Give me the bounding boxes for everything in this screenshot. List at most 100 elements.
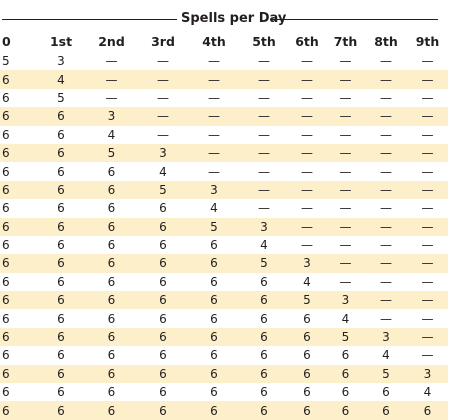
table-cell: 5 bbox=[85, 143, 138, 163]
column-header: 5th bbox=[252, 34, 276, 49]
table-cell: — bbox=[188, 70, 240, 89]
table-cell: 6 bbox=[85, 327, 138, 347]
table-row: 6 6 6 6 6 6 5 3— — bbox=[0, 291, 448, 310]
table-cell: 6 bbox=[107, 348, 116, 363]
table-cell: 6 bbox=[2, 201, 10, 216]
table-cell: 6 bbox=[2, 90, 10, 105]
table-row: 5 3 — — — — — — — — bbox=[0, 52, 448, 70]
table-cell: 3 bbox=[365, 327, 407, 347]
table-cell: 4 bbox=[107, 127, 116, 142]
table-cell: — bbox=[407, 327, 448, 347]
table-cell: 6 bbox=[57, 348, 65, 363]
table-cell: — bbox=[326, 180, 365, 200]
table-cell: — bbox=[240, 143, 288, 163]
table-cell: — bbox=[421, 54, 434, 69]
table-cell: — bbox=[339, 238, 352, 253]
table-cell: 6 bbox=[0, 107, 37, 126]
table-cell: 6 bbox=[107, 164, 116, 179]
table-cell: 6 bbox=[107, 311, 116, 326]
table-cell: 4 bbox=[260, 238, 268, 253]
table-cell: 5 bbox=[365, 364, 407, 384]
table-cell: — bbox=[365, 70, 407, 89]
table-cell: 6 bbox=[2, 238, 10, 253]
table-cell: — bbox=[301, 54, 313, 69]
table-cell: — bbox=[258, 201, 270, 216]
table-cell: 6 bbox=[138, 254, 188, 273]
table-cell: — bbox=[208, 164, 220, 179]
table-cell: 6 bbox=[85, 254, 138, 273]
table-cell: — bbox=[258, 90, 270, 105]
table-cell: 3 bbox=[240, 217, 288, 236]
table-cell: — bbox=[407, 70, 448, 89]
table-cell: — bbox=[188, 143, 240, 163]
table-cell: — bbox=[407, 291, 448, 310]
table-cell: — bbox=[157, 90, 169, 105]
table-row: 6 4— — — — — — — — bbox=[0, 70, 448, 89]
table-cell: 6 bbox=[138, 291, 188, 310]
table-cell: — bbox=[258, 127, 270, 142]
table-title-row: Spells per Day bbox=[0, 8, 441, 28]
table-cell: — bbox=[380, 90, 392, 105]
table-row: 6 6 6 6 6 6 4 — — — bbox=[0, 273, 448, 291]
table-cell: 6 bbox=[210, 274, 218, 289]
table-cell: 6 bbox=[2, 385, 10, 400]
table-cell: 4 bbox=[159, 164, 167, 179]
table-cell: — bbox=[421, 348, 434, 363]
table-cell: — bbox=[380, 238, 392, 253]
table-cell: 6 bbox=[2, 164, 10, 179]
table-row: 6 6 6 6 6 5 3— — — bbox=[0, 254, 448, 273]
table-cell: — bbox=[365, 107, 407, 126]
table-cell: 6 bbox=[303, 385, 311, 400]
table-cell: 6 bbox=[85, 291, 138, 310]
table-cell: 6 bbox=[85, 180, 138, 200]
column-header: 8th bbox=[374, 34, 398, 49]
table-cell: — bbox=[339, 54, 352, 69]
table-cell: 4 bbox=[303, 274, 311, 289]
column-header: 4th bbox=[202, 34, 226, 49]
table-row: 6 6 6 6 6 6 6 4 — — bbox=[0, 309, 448, 327]
table-cell: 6 bbox=[37, 327, 85, 347]
table-row: 6 6 4 — — — — — — — bbox=[0, 126, 448, 144]
table-cell: 6 bbox=[303, 348, 311, 363]
table-row: 6 6 6 6 6 4 — — — — bbox=[0, 236, 448, 254]
table-cell: 6 bbox=[57, 385, 65, 400]
table-cell: — bbox=[339, 90, 352, 105]
table-cell: 6 bbox=[2, 311, 10, 326]
table-cell: — bbox=[407, 254, 448, 273]
table-cell: 6 bbox=[159, 348, 167, 363]
table-cell: 6 bbox=[107, 238, 116, 253]
table-cell: — bbox=[339, 164, 352, 179]
table-cell: 5 bbox=[326, 327, 365, 347]
table-cell: — bbox=[421, 311, 434, 326]
table-cell: — bbox=[421, 127, 434, 142]
table-cell: — bbox=[326, 217, 365, 236]
table-cell: 6 bbox=[326, 364, 365, 384]
table-cell: 6 bbox=[365, 401, 407, 420]
column-header: 2nd bbox=[98, 34, 125, 49]
table-cell: — bbox=[288, 70, 326, 89]
table-cell: 6 bbox=[57, 127, 65, 142]
table-cell: — bbox=[208, 54, 220, 69]
table-cell: — bbox=[365, 291, 407, 310]
table-body: 5 3— — — — — — — —6 4— — — — — — — —6 5— — — — — — — —6 6 3— — — — — — —… bbox=[0, 52, 448, 420]
table-cell: 6 bbox=[341, 348, 350, 363]
table-cell: 6 bbox=[159, 385, 167, 400]
table-cell: — bbox=[407, 180, 448, 200]
table-cell: 6 bbox=[188, 327, 240, 347]
table-cell: 6 bbox=[85, 364, 138, 384]
table-cell: — bbox=[258, 164, 270, 179]
table-cell: — bbox=[380, 201, 392, 216]
table-cell: 6 bbox=[0, 254, 37, 273]
table-cell: 6 bbox=[288, 327, 326, 347]
table-cell: 6 bbox=[0, 291, 37, 310]
table-cell: — bbox=[326, 143, 365, 163]
table-cell: — bbox=[157, 127, 169, 142]
table-row: 6 6 6 6 4 — — — — — bbox=[0, 199, 448, 217]
table-cell: — bbox=[380, 127, 392, 142]
table-cell: 6 bbox=[138, 364, 188, 384]
column-header: 7th bbox=[333, 34, 358, 49]
table-cell: — bbox=[301, 201, 313, 216]
table-cell: 6 bbox=[210, 238, 218, 253]
